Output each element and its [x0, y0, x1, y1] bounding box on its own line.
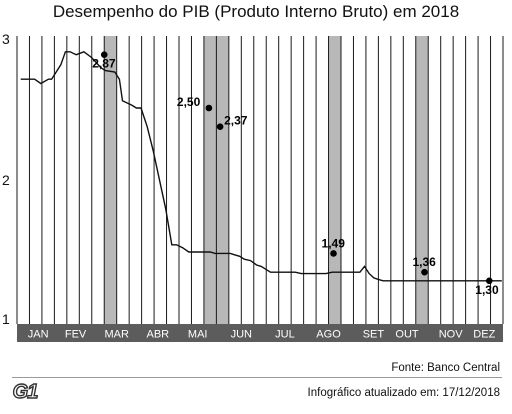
month-label: FEV [65, 329, 87, 341]
data-point-label: 2,87 [92, 57, 116, 71]
data-point-marker [485, 277, 493, 285]
data-point-label: 2,37 [224, 114, 248, 128]
month-bar [17, 324, 503, 342]
data-point-marker [421, 268, 428, 276]
month-label: AGO [316, 329, 341, 341]
highlight-band [104, 36, 117, 324]
data-point-label: 1,49 [322, 236, 346, 250]
highlight-band [415, 36, 429, 324]
month-label: DEZ [473, 329, 495, 341]
month-label: OUT [395, 329, 419, 341]
y-tick-label: 1 [2, 311, 10, 327]
month-label: JAN [28, 329, 49, 341]
month-label: JUL [275, 329, 295, 341]
data-point-label: 1,36 [412, 255, 436, 269]
month-label: SET [363, 329, 385, 341]
gdp-series-line [20, 51, 502, 282]
data-point-label: 2,50 [177, 95, 201, 109]
update-note: Infográfico atualizado em: 17/12/2018 [307, 387, 500, 399]
highlight-band [328, 36, 341, 324]
data-point-label: 1,30 [475, 283, 499, 297]
data-point-marker [100, 51, 108, 59]
data-point-marker [216, 123, 224, 131]
month-label: MAR [104, 329, 129, 341]
source-note: Fonte: Banco Central [391, 362, 500, 374]
y-tick-label: 3 [2, 31, 10, 47]
g1-logo-text: G1 [12, 380, 39, 403]
y-tick-label: 2 [2, 172, 10, 188]
month-label: JUN [231, 329, 252, 341]
month-label: NOV [439, 329, 464, 341]
chart-title: Desempenho do PIB (Produto Interno Bruto… [52, 2, 460, 21]
data-point-marker [205, 104, 213, 112]
footer-divider [12, 377, 502, 378]
month-label: MAI [188, 329, 208, 341]
data-point-marker [330, 250, 337, 257]
g1-logo: G1 [8, 380, 42, 404]
gdp-line-chart: 1 2 3 JAN FEV MAR ABR MAI JUN JUL AGO SET OUT NOV DEZ 2… [2, 31, 504, 342]
month-label: ABR [147, 329, 170, 341]
